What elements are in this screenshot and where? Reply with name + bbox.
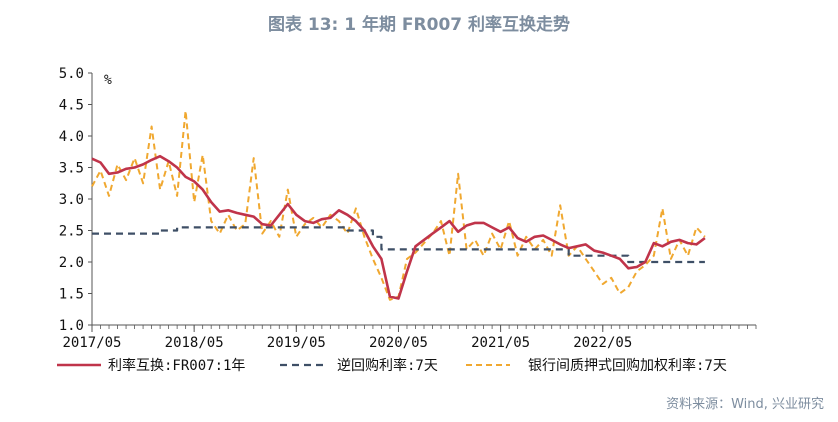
- y-axis-unit: %: [104, 73, 112, 88]
- legend-label-1: 逆回购利率:7天: [337, 357, 438, 374]
- y-tick-label: 3.0: [59, 192, 84, 208]
- y-tick-label: 4.5: [59, 98, 84, 114]
- x-tick-label: 2017/05: [62, 335, 121, 351]
- x-tick-label: 2019/05: [267, 335, 326, 351]
- series-line-2: [91, 109, 706, 301]
- chart-legend: 利率互换:FR007:1年 逆回购利率:7天 银行间质押式回购加权利率:7天: [57, 357, 727, 374]
- series-line-0: [91, 154, 706, 300]
- y-tick-label: 5.0: [59, 66, 84, 82]
- chart-title: 图表 13: 1 年期 FR007 利率互换走势: [267, 15, 571, 35]
- y-tick-label: 1.0: [59, 318, 84, 334]
- y-tick-label: 2.5: [59, 224, 84, 240]
- y-tick-label: 4.0: [59, 129, 84, 145]
- y-tick-label: 2.0: [59, 255, 84, 271]
- x-tick-label: 2021/05: [471, 335, 530, 351]
- y-tick-label: 1.5: [59, 287, 84, 303]
- source-note: 资料来源：Wind, 兴业研究: [666, 397, 824, 412]
- legend-label-2: 银行间质押式回购加权利率:7天: [528, 357, 727, 374]
- x-tick-label: 2020/05: [369, 335, 428, 351]
- x-tick-label: 2022/05: [573, 335, 632, 351]
- y-tick-label: 3.5: [59, 161, 84, 177]
- series-layer: [91, 109, 706, 301]
- legend-label-0: 利率互换:FR007:1年: [108, 357, 245, 374]
- series-line-1: [92, 226, 705, 264]
- x-tick-label: 2018/05: [165, 335, 224, 351]
